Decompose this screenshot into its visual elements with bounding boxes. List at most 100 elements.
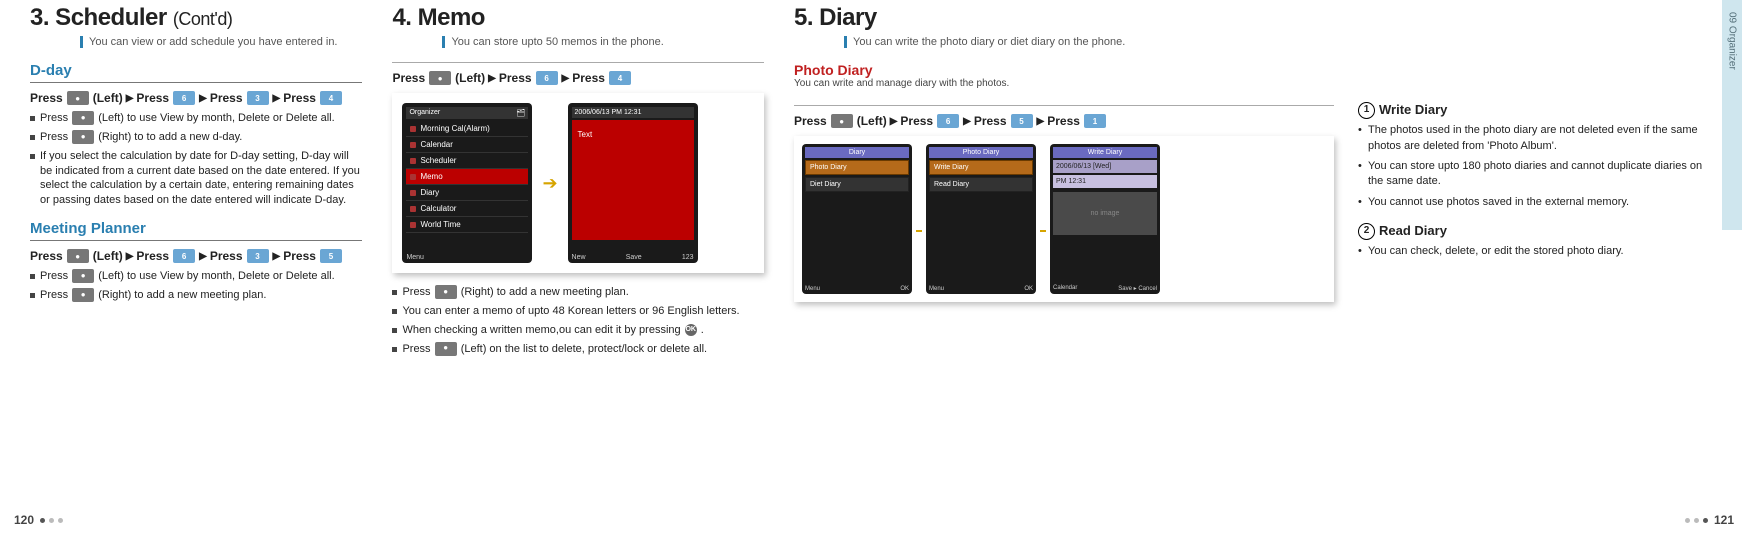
phone-softkeys: Menu — [406, 254, 528, 261]
footer-right: 121 — [1685, 513, 1734, 527]
key-5: 5 — [1011, 114, 1033, 128]
softkey-icon: ● — [67, 91, 89, 105]
col-memo: 4. Memo You can store upto 50 memos in t… — [392, 0, 764, 368]
memo-body: Text — [572, 120, 694, 240]
scheduler-contd: (Cont'd) — [173, 9, 232, 29]
txt: 123 — [682, 254, 694, 261]
memo-tagline: You can store upto 50 memos in the phone… — [442, 36, 764, 48]
diary-title: 5. Diary — [794, 4, 1718, 32]
txt: World Time — [420, 220, 460, 229]
dots-icon — [40, 518, 63, 523]
note: Press ● (Left) to use View by month, Del… — [30, 111, 362, 126]
phone-write-diary: Write Diary 2006/06/13 [Wed] PM 12:31 no… — [1050, 144, 1160, 294]
tagline-bar — [442, 36, 445, 48]
tagline-bar — [844, 36, 847, 48]
diary-left: Press ● (Left) ▶ Press 6 ▶ Press 5 ▶ Pre… — [794, 97, 1334, 302]
txt: Press — [974, 114, 1007, 128]
txt: (Left) to use View by month, Delete or D… — [98, 270, 334, 282]
txt: Press — [283, 91, 316, 105]
txt: Press — [136, 249, 169, 263]
txt: When checking a written memo,ou can edit… — [402, 324, 680, 336]
arrow-icon: ▶ — [126, 93, 134, 104]
list-item: Scheduler — [406, 153, 528, 169]
list-item: Calendar — [406, 137, 528, 153]
col-diary: 5. Diary You can write the photo diary o… — [794, 0, 1718, 368]
phone-header: 2006/06/13 PM 12:31 — [572, 107, 694, 118]
softkey-icon: ● — [429, 71, 451, 85]
txt: Save — [626, 254, 642, 261]
txt: Press — [1047, 114, 1080, 128]
write-diary-heading: 1 Write Diary — [1358, 101, 1718, 119]
phone-softkeys: New Save 123 — [572, 254, 694, 261]
diary-press: Press ● (Left) ▶ Press 6 ▶ Press 5 ▶ Pre… — [794, 105, 1334, 128]
num-2-icon: 2 — [1358, 223, 1375, 240]
memo-press: Press ● (Left) ▶ Press 6 ▶ Press 4 — [392, 62, 764, 85]
softkey-icon: ● — [72, 130, 94, 144]
read-diary-bullets: You can check, delete, or edit the store… — [1358, 244, 1718, 259]
meeting-notes: Press ● (Left) to use View by month, Del… — [30, 269, 362, 303]
txt: Press — [794, 114, 827, 128]
tagline-bar — [80, 36, 83, 48]
date-field: 2006/06/13 [Wed] — [1053, 160, 1157, 173]
dday-press: Press ● (Left) ▶ Press 6 ▶ Press 3 ▶ Pre… — [30, 91, 362, 105]
txt: (Right) to add a new meeting plan. — [461, 286, 629, 298]
note: Press ● (Right) to add a new meeting pla… — [392, 285, 764, 300]
phone-softkeys: CalendarSave ▸ Cancel — [1053, 285, 1157, 292]
softkey-icon: ● — [72, 269, 94, 283]
txt: Menu — [406, 254, 424, 261]
phone-softkeys: MenuOK — [805, 286, 909, 292]
marker-icon — [410, 206, 416, 212]
arrow-icon: ➔ — [542, 173, 557, 194]
note: Press ● (Right) to add a new meeting pla… — [30, 288, 362, 303]
scheduler-tagline-text: You can view or add schedule you have en… — [89, 36, 338, 48]
image-placeholder: no image — [1053, 192, 1157, 235]
txt: New — [572, 254, 586, 261]
arrow-icon: ▶ — [488, 73, 496, 84]
scheduler-tagline: You can view or add schedule you have en… — [80, 36, 362, 48]
meeting-heading: Meeting Planner — [30, 220, 362, 241]
txt: (Left) — [455, 71, 485, 85]
page: 3. Scheduler (Cont'd) You can view or ad… — [0, 0, 1748, 368]
page-right: 121 — [1714, 513, 1734, 527]
read-diary-heading: 2 Read Diary — [1358, 222, 1718, 240]
txt: Press — [210, 91, 243, 105]
txt: Press — [499, 71, 532, 85]
txt: Morning Cal(Alarm) — [420, 124, 489, 133]
bullet: You can store upto 180 photo diaries and… — [1358, 159, 1718, 190]
footer: 120 121 — [0, 513, 1748, 527]
txt: Press — [392, 71, 425, 85]
footer-left: 120 — [14, 513, 63, 527]
phone-header: Organizer🗂 — [406, 107, 528, 119]
phone-header: Write Diary — [1053, 147, 1157, 158]
key-4: 4 — [609, 71, 631, 85]
softkey-icon: ● — [435, 285, 457, 299]
list-item-selected: Memo — [406, 169, 528, 185]
phone-header: Diary — [805, 147, 909, 158]
marker-icon — [410, 142, 416, 148]
arrow-icon: ▶ — [199, 251, 207, 262]
key-5: 5 — [320, 249, 342, 263]
key-6: 6 — [173, 91, 195, 105]
txt: Diary — [420, 188, 439, 197]
dots-icon — [1685, 518, 1708, 523]
arrow-icon: ▶ — [963, 116, 971, 127]
txt: (Left) on the list to delete, protect/lo… — [461, 343, 707, 355]
phone-diary-menu: Diary Photo Diary Diet Diary MenuOK — [802, 144, 912, 294]
diary-tagline: You can write the photo diary or diet di… — [844, 36, 1718, 48]
txt: Menu — [929, 286, 944, 292]
txt: Calendar — [420, 140, 452, 149]
arrow-icon: ▶ — [890, 116, 898, 127]
list-item: Calculator — [406, 201, 528, 217]
list-item: Read Diary — [929, 177, 1033, 192]
arrow-icon: ▶ — [562, 73, 570, 84]
txt: OK — [900, 286, 909, 292]
arrow-icon: ▶ — [1037, 116, 1045, 127]
phone-softkeys: Menu OK — [929, 286, 1033, 292]
txt: Read Diary — [1379, 222, 1447, 240]
txt: Press — [572, 71, 605, 85]
list-item: Morning Cal(Alarm) — [406, 121, 528, 137]
softkey-icon: ● — [831, 114, 853, 128]
diary-flex: Press ● (Left) ▶ Press 6 ▶ Press 5 ▶ Pre… — [794, 97, 1718, 302]
txt: OK — [1024, 286, 1033, 292]
bullet: The photos used in the photo diary are n… — [1358, 123, 1718, 154]
